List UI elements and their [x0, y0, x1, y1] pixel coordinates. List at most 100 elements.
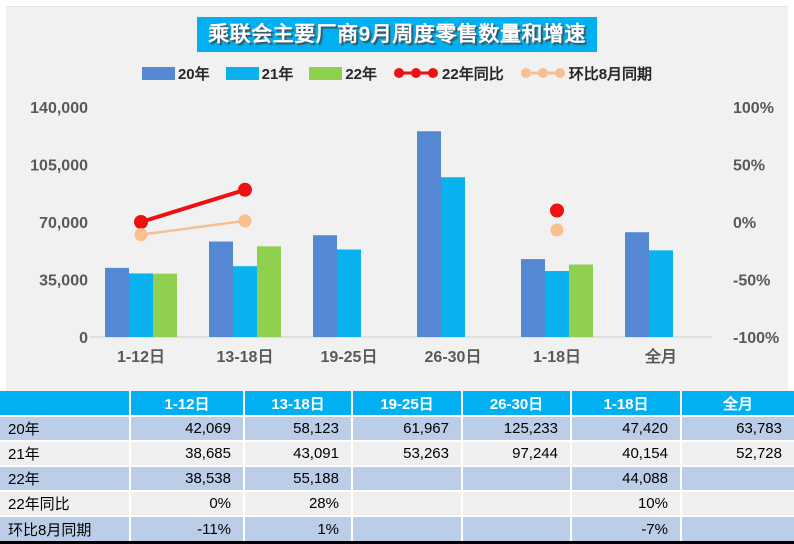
- x-axis-label: 1-18日: [533, 348, 581, 366]
- bar-21年-1-12日: [129, 273, 153, 337]
- point-环比8月同期-1-18日: [550, 223, 564, 237]
- legend-line-dots-icon: [520, 68, 565, 78]
- right-axis-tick: 0%: [733, 215, 756, 232]
- bar-21年-全月: [649, 250, 673, 337]
- table-header-row: 1-12日 13-18日 19-25日 26-30日 1-18日 全月: [0, 391, 794, 416]
- cell-20年-1-18日: 47,420: [570, 415, 681, 441]
- cell-20年-26-30日: 125,233: [461, 415, 571, 441]
- cell-22年-13-18日: 55,188: [243, 465, 352, 491]
- table-header-26-30日: 26-30日: [461, 391, 571, 416]
- chart-canvas: 0 35,000 70,000 105,000 140,000 -100% -50% 0% 50…: [30, 100, 779, 366]
- cell-22年-26-30日: [461, 465, 571, 491]
- legend-label: 20年: [177, 65, 210, 83]
- x-axis-label: 全月: [644, 347, 677, 366]
- row-label: 22年同比: [0, 490, 130, 516]
- point-22年同比-1-12日: [134, 215, 148, 229]
- row-label: 21年: [0, 440, 130, 466]
- line-segment-22年同比: [140, 187, 246, 224]
- cell-21年-13-18日: 43,091: [243, 440, 352, 466]
- cell-环比8月同期-1-18日: -7%: [570, 515, 681, 541]
- x-axis-label: 26-30日: [425, 348, 482, 366]
- cell-20年-13-18日: 58,123: [243, 415, 352, 441]
- cell-22年同比-1-12日: 0%: [129, 490, 244, 516]
- bar-22年-13-18日: [257, 246, 281, 337]
- cell-20年-19-25日: 61,967: [351, 415, 462, 441]
- legend-line-dots-icon: [394, 68, 439, 78]
- row-label: 22年: [0, 465, 130, 491]
- cell-20年-1-12日: 42,069: [129, 415, 244, 441]
- left-axis-tick: 0: [79, 330, 88, 347]
- chart-title: 乘联会主要厂商9月周度零售数量和增速: [197, 17, 597, 52]
- x-axis-label: 19-25日: [321, 348, 378, 366]
- cell-环比8月同期-26-30日: [461, 515, 571, 541]
- bar-21年-1-18日: [545, 271, 569, 337]
- line-segment-环比8月同期: [140, 219, 246, 236]
- point-环比8月同期-13-18日: [238, 214, 252, 228]
- table-header-全月: 全月: [680, 391, 794, 416]
- cell-环比8月同期-全月: [680, 515, 794, 541]
- cell-21年-26-30日: 97,244: [461, 440, 571, 466]
- legend-label: 环比8月同期: [568, 65, 653, 83]
- row-label: 20年: [0, 415, 130, 441]
- bar-20年-全月: [625, 232, 649, 337]
- cell-21年-全月: 52,728: [680, 440, 794, 466]
- table-row-22年: 22年 38,538 55,188 44,088: [0, 465, 794, 491]
- cell-22年同比-19-25日: [351, 490, 462, 516]
- left-axis-tick: 140,000: [30, 100, 88, 117]
- cell-21年-1-12日: 38,685: [129, 440, 244, 466]
- table-header-1-12日: 1-12日: [129, 391, 244, 416]
- cell-22年-1-18日: 44,088: [570, 465, 681, 491]
- cell-环比8月同期-1-12日: -11%: [129, 515, 244, 541]
- bar-20年-1-18日: [521, 259, 545, 337]
- cell-22年-全月: [680, 465, 794, 491]
- data-table-wrap: 1-12日 13-18日 19-25日 26-30日 1-18日 全月 20年 42,069 5…: [0, 391, 794, 544]
- cell-22年同比-全月: [680, 490, 794, 516]
- bar-20年-13-18日: [209, 241, 233, 337]
- legend-item-20年: 20年: [141, 63, 210, 84]
- right-axis-tick: -100%: [733, 330, 779, 347]
- legend-label: 22年: [345, 65, 378, 83]
- cell-22年-19-25日: [351, 465, 462, 491]
- cell-22年同比-26-30日: [461, 490, 571, 516]
- bar-21年-19-25日: [337, 249, 361, 337]
- left-axis-tick: 70,000: [39, 215, 88, 232]
- legend-label: 21年: [261, 65, 294, 83]
- cell-22年同比-1-18日: 10%: [570, 490, 681, 516]
- legend-item-环比8月同期: 环比8月同期: [520, 63, 652, 84]
- cell-21年-19-25日: 53,263: [351, 440, 462, 466]
- chart-legend: 20年 21年 22年 22年同比 环比8月同期: [0, 60, 794, 86]
- table-header-empty: [0, 391, 130, 416]
- bar-21年-13-18日: [233, 266, 257, 337]
- data-table: 1-12日 13-18日 19-25日 26-30日 1-18日 全月 20年 42,069 5…: [0, 391, 794, 541]
- bar-22年-1-18日: [569, 264, 593, 337]
- right-axis-tick: 50%: [733, 158, 765, 175]
- bar-20年-19-25日: [313, 235, 337, 337]
- right-axis-tick: -50%: [733, 273, 770, 290]
- legend-item-22年同比: 22年同比: [393, 63, 504, 84]
- point-22年同比-13-18日: [238, 182, 252, 197]
- combo-chart: 0 35,000 70,000 105,000 140,000 -100% -50% 0% 50…: [0, 90, 794, 390]
- cell-环比8月同期-13-18日: 1%: [243, 515, 352, 541]
- left-axis-tick: 35,000: [39, 273, 88, 290]
- table-header-1-18日: 1-18日: [570, 391, 681, 416]
- legend-swatch-icon: [141, 66, 175, 80]
- table-row-21年: 21年 38,685 43,091 53,263 97,244 40,154 52,728: [0, 440, 794, 466]
- cell-22年同比-13-18日: 28%: [243, 490, 352, 516]
- point-22年同比-1-18日: [550, 203, 564, 218]
- cell-21年-1-18日: 40,154: [570, 440, 681, 466]
- right-axis-tick: 100%: [733, 100, 774, 117]
- cell-20年-全月: 63,783: [680, 415, 794, 441]
- table-row-22年同比: 22年同比 0% 28% 10%: [0, 490, 794, 516]
- legend-swatch-icon: [225, 66, 259, 80]
- bar-20年-1-12日: [105, 267, 129, 337]
- cell-22年-1-12日: 38,538: [129, 465, 244, 491]
- legend-item-21年: 21年: [225, 63, 294, 84]
- legend-item-22年: 22年: [309, 63, 377, 84]
- left-axis-tick: 105,000: [30, 158, 88, 175]
- x-axis-label: 13-18日: [217, 348, 274, 366]
- table-row-环比8月同期: 环比8月同期 -11% 1% -7%: [0, 515, 794, 541]
- row-label: 环比8月同期: [0, 515, 130, 541]
- table-header-19-25日: 19-25日: [351, 391, 462, 416]
- bar-22年-1-12日: [153, 273, 177, 337]
- bar-21年-26-30日: [441, 177, 465, 337]
